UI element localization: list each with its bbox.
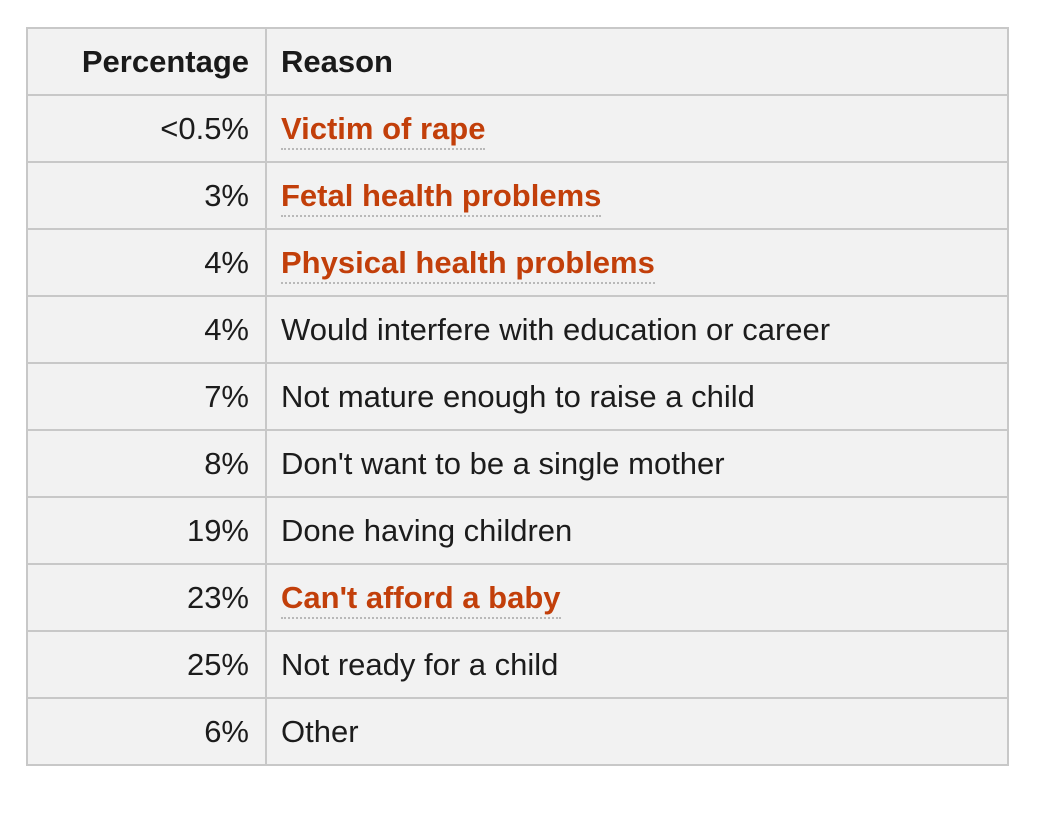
reason-cell: Fetal health problems bbox=[265, 161, 1009, 230]
reason-column-header: Reason bbox=[265, 27, 1009, 96]
reason-cell: Would interfere with education or career bbox=[265, 295, 1009, 364]
reason-link[interactable]: Victim of rape bbox=[281, 110, 486, 150]
table-row: 4% Physical health problems bbox=[26, 228, 1009, 297]
percentage-cell: 23% bbox=[26, 563, 267, 632]
reason-cell: Victim of rape bbox=[265, 94, 1009, 163]
table-row: 4% Would interfere with education or car… bbox=[26, 295, 1009, 364]
percentage-cell: 6% bbox=[26, 697, 267, 766]
percentage-cell: 3% bbox=[26, 161, 267, 230]
reason-text: Don't want to be a single mother bbox=[281, 445, 725, 481]
reason-text: Not ready for a child bbox=[281, 646, 559, 682]
percentage-cell: 4% bbox=[26, 228, 267, 297]
reason-link[interactable]: Fetal health problems bbox=[281, 177, 602, 217]
percentage-cell: 19% bbox=[26, 496, 267, 565]
table-row: 23% Can't afford a baby bbox=[26, 563, 1009, 632]
table-row: 19% Done having children bbox=[26, 496, 1009, 565]
reason-cell: Don't want to be a single mother bbox=[265, 429, 1009, 498]
reason-cell: Done having children bbox=[265, 496, 1009, 565]
reason-cell: Not mature enough to raise a child bbox=[265, 362, 1009, 431]
reason-text: Done having children bbox=[281, 512, 573, 548]
reason-link[interactable]: Can't afford a baby bbox=[281, 579, 561, 619]
percentage-cell: 4% bbox=[26, 295, 267, 364]
reason-cell: Not ready for a child bbox=[265, 630, 1009, 699]
table-row: 3% Fetal health problems bbox=[26, 161, 1009, 230]
reason-text: Would interfere with education or career bbox=[281, 311, 831, 347]
percentage-cell: 7% bbox=[26, 362, 267, 431]
percentage-cell: 8% bbox=[26, 429, 267, 498]
table-body: <0.5% Victim of rape 3% Fetal health pro… bbox=[26, 94, 1009, 766]
percentage-cell: <0.5% bbox=[26, 94, 267, 163]
reason-text: Other bbox=[281, 713, 359, 749]
table-header-row: Percentage Reason bbox=[26, 27, 1009, 96]
percentage-cell: 25% bbox=[26, 630, 267, 699]
table-row: 25% Not ready for a child bbox=[26, 630, 1009, 699]
reason-link[interactable]: Physical health problems bbox=[281, 244, 655, 284]
reason-cell: Can't afford a baby bbox=[265, 563, 1009, 632]
reason-cell: Other bbox=[265, 697, 1009, 766]
percentage-column-header: Percentage bbox=[26, 27, 267, 96]
reason-text: Not mature enough to raise a child bbox=[281, 378, 755, 414]
table-row: 8% Don't want to be a single mother bbox=[26, 429, 1009, 498]
reason-cell: Physical health problems bbox=[265, 228, 1009, 297]
table-row: 7% Not mature enough to raise a child bbox=[26, 362, 1009, 431]
reasons-table: Percentage Reason <0.5% Victim of rape 3… bbox=[26, 27, 1009, 766]
table-row: <0.5% Victim of rape bbox=[26, 94, 1009, 163]
table-row: 6% Other bbox=[26, 697, 1009, 766]
